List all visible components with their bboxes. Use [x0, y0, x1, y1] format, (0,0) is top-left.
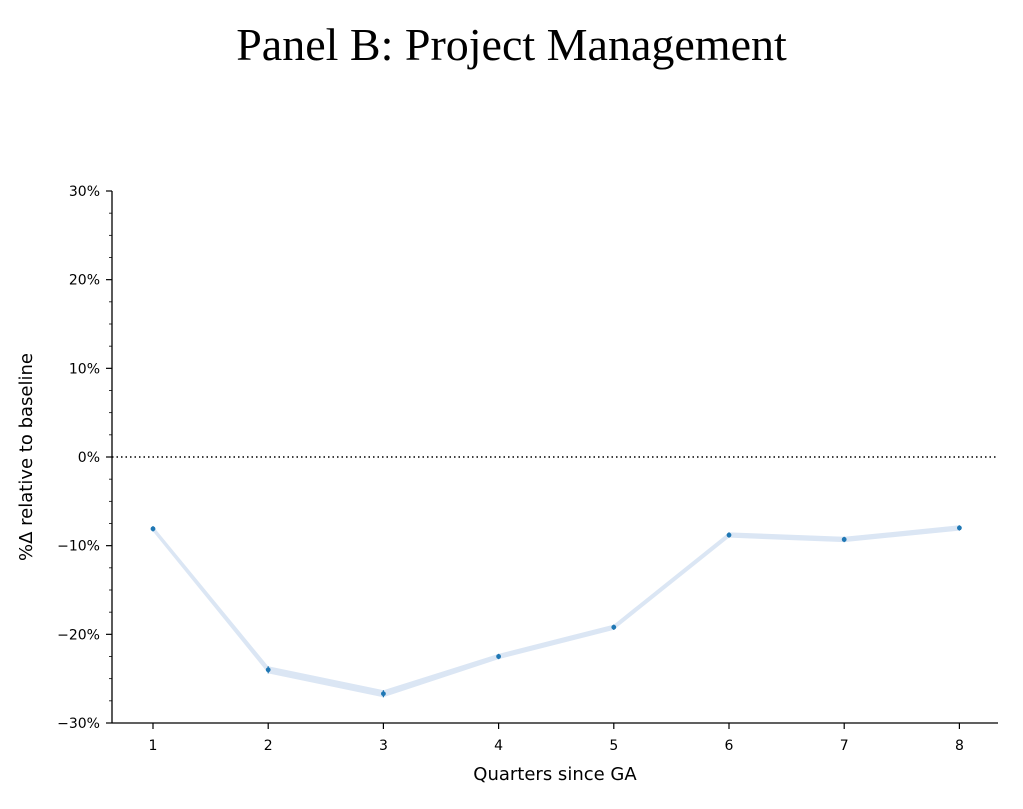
- x-tick-label: 6: [725, 738, 734, 754]
- y-axis-label: %Δ relative to baseline: [16, 353, 37, 561]
- data-point: [841, 537, 847, 542]
- data-point: [726, 532, 732, 538]
- data-point: [381, 691, 386, 697]
- data-point: [150, 526, 156, 532]
- x-tick-label: 4: [494, 738, 503, 754]
- data-point-layer: [150, 525, 962, 698]
- data-point: [265, 667, 271, 673]
- x-tick-label: 8: [955, 738, 964, 754]
- chart-title: Panel B: Project Management: [236, 19, 787, 70]
- x-axis-label: Quarters since GA: [473, 764, 637, 785]
- x-tick-label: 7: [840, 738, 849, 754]
- y-tick-label: 30%: [69, 184, 100, 200]
- x-tick-label: 5: [609, 738, 618, 754]
- x-tick-label: 3: [379, 738, 388, 754]
- data-point: [957, 525, 962, 531]
- y-tick-label: −10%: [57, 539, 100, 555]
- y-tick-label: −30%: [57, 716, 100, 732]
- axes-layer: −30% −20% −10% 0% 10% 20% 30% 1 2 3 4 5 6 7 8: [57, 184, 998, 754]
- x-tick-label: 2: [264, 738, 273, 754]
- y-tick-label: 20%: [69, 273, 100, 289]
- data-point: [496, 654, 501, 659]
- data-point: [611, 624, 617, 630]
- series-line-layer: [152, 526, 960, 695]
- y-tick-label: −20%: [57, 627, 100, 643]
- x-tick-label: 1: [149, 738, 158, 754]
- series-line: [152, 526, 960, 695]
- y-tick-label: 10%: [69, 361, 100, 377]
- y-tick-label: 0%: [78, 450, 100, 466]
